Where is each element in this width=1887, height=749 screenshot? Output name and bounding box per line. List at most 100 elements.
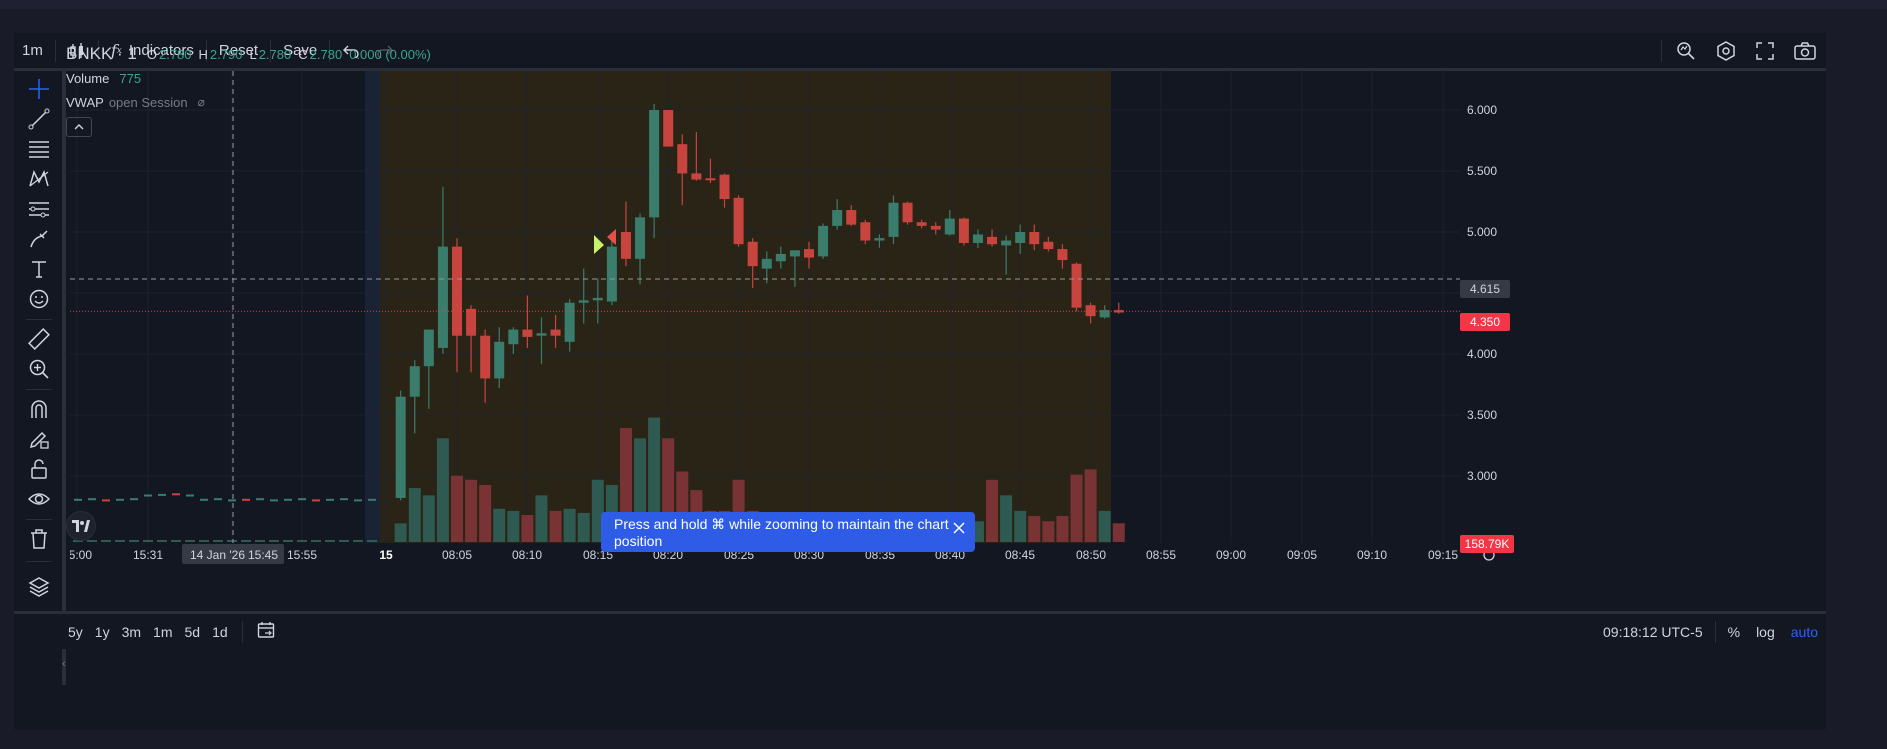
undo-button[interactable] (334, 33, 368, 68)
save-button[interactable]: Save (275, 33, 325, 68)
crosshair-tool[interactable] (25, 77, 53, 105)
candles-icon (68, 42, 86, 60)
measure-tool[interactable] (25, 327, 53, 355)
legend-volume-label: Volume (66, 70, 110, 86)
horizontal-lines-tool[interactable] (25, 137, 53, 165)
magnet-tool[interactable] (25, 397, 53, 425)
range-1m-button[interactable]: 1m (153, 623, 173, 640)
interval-label: 1m (22, 42, 43, 59)
candle-body (677, 144, 688, 174)
range-5d-button[interactable]: 5d (184, 623, 201, 640)
time-axis-label: 09:00 (1216, 548, 1246, 562)
candle-body (1043, 241, 1054, 250)
quick-search-button[interactable] (1666, 33, 1706, 68)
candle-body (452, 246, 462, 336)
camera-icon (1794, 41, 1816, 60)
time-axis-label: 08:50 (1076, 548, 1106, 562)
fullscreen-button[interactable] (1746, 33, 1784, 68)
pre-session-candle (214, 498, 222, 501)
remove-drawings-tool[interactable] (25, 527, 53, 555)
legend-collapse-button[interactable] (66, 117, 92, 137)
keep-drawing-tool[interactable] (25, 427, 53, 455)
candle-body (719, 174, 730, 200)
candle-body (691, 173, 702, 180)
range-1y-button[interactable]: 1y (94, 623, 110, 640)
volume-bar (311, 540, 321, 542)
range-5y-button[interactable]: 5y (68, 623, 83, 640)
candle-body (620, 232, 631, 259)
toast-message: Press and hold ⌘ while zooming to mainta… (614, 515, 949, 549)
log-toggle[interactable]: log (1756, 623, 1775, 640)
clock-label[interactable]: 09:18:12 UTC-5 (1603, 623, 1703, 640)
volume-bar (1056, 516, 1069, 542)
brush-icon (28, 228, 50, 255)
volume-bar (73, 540, 83, 542)
smiley-icon (28, 288, 50, 315)
candle-body (804, 249, 814, 258)
range-1d-button[interactable]: 1d (212, 623, 228, 640)
pre-session-candle (326, 498, 334, 501)
legend-vwap-row[interactable]: VWAP open Session ⌀ (66, 90, 438, 114)
horizontal-lines-icon (28, 138, 50, 165)
chart-type-button[interactable] (60, 33, 94, 68)
volume-bar (227, 540, 237, 542)
hide-drawings-tool[interactable] (25, 487, 53, 515)
reset-button[interactable]: Reset (211, 33, 266, 68)
percent-toggle[interactable]: % (1727, 623, 1741, 640)
volume-bar (1112, 523, 1125, 542)
legend-open-key: O (146, 46, 157, 62)
redo-button[interactable] (368, 33, 402, 68)
layers-icon (28, 576, 50, 603)
volume-tag: 158.79K (1460, 535, 1514, 553)
candle-body (747, 241, 758, 267)
candle-body (888, 202, 899, 237)
legend-low-key: L (249, 46, 257, 62)
candle-body (466, 308, 477, 336)
volume-bar (577, 512, 590, 542)
text-tool[interactable] (25, 257, 53, 285)
volume-bar (255, 540, 265, 542)
lock-drawings-tool[interactable] (25, 457, 53, 485)
volume-bar (353, 540, 363, 542)
volume-bar (1028, 516, 1041, 542)
interval-button[interactable]: 1m (14, 33, 51, 68)
pre-session-candle (102, 499, 110, 502)
toolbar-divider (1661, 39, 1662, 62)
candle-body (1099, 310, 1110, 318)
legend-ohlc-row[interactable]: BNKK · 1 O 2.780 H 2.790 L 2.780 C 2.780 0.0… (66, 42, 438, 66)
toolbar-collapse-handle[interactable]: ‹ (62, 653, 70, 675)
volume-bar (591, 479, 604, 542)
volume-bar (394, 523, 407, 542)
pattern-tool[interactable] (25, 167, 53, 195)
volume-bar (199, 540, 209, 542)
screenshot-button[interactable] (1784, 33, 1826, 68)
legend-volume-row[interactable]: Volume 775 (66, 66, 438, 90)
goto-date-button[interactable] (251, 621, 281, 642)
fib-tool[interactable] (25, 197, 53, 225)
hidden-indicator-icon: ⌀ (197, 95, 205, 109)
settings-button[interactable] (1706, 33, 1746, 68)
volume-bar (283, 540, 293, 542)
zoom-tool[interactable] (25, 357, 53, 385)
auto-toggle[interactable]: auto (1790, 623, 1818, 640)
brush-tool[interactable] (25, 227, 53, 255)
volume-bar (367, 540, 377, 542)
time-axis-label: 08:10 (512, 548, 542, 562)
tradingview-logo[interactable] (66, 511, 96, 541)
range-3m-button[interactable]: 3m (121, 623, 142, 640)
trend-line-tool[interactable] (25, 107, 53, 135)
emoji-tool[interactable] (25, 287, 53, 315)
crosshair-date-label: 14 Jan '26 (190, 548, 245, 562)
time-axis-label: 09:10 (1357, 548, 1387, 562)
object-tree-tool[interactable] (25, 575, 53, 603)
volume-bar (157, 540, 167, 542)
legend-close-value: 2.780 (309, 46, 343, 62)
pre-session-candle (186, 494, 194, 497)
zoom-hint-toast: Press and hold ⌘ while zooming to mainta… (601, 512, 975, 552)
bottom-divider (241, 620, 243, 643)
legend-symbol[interactable]: BNKK · 1 (66, 44, 137, 63)
toast-close-button[interactable] (951, 520, 967, 536)
